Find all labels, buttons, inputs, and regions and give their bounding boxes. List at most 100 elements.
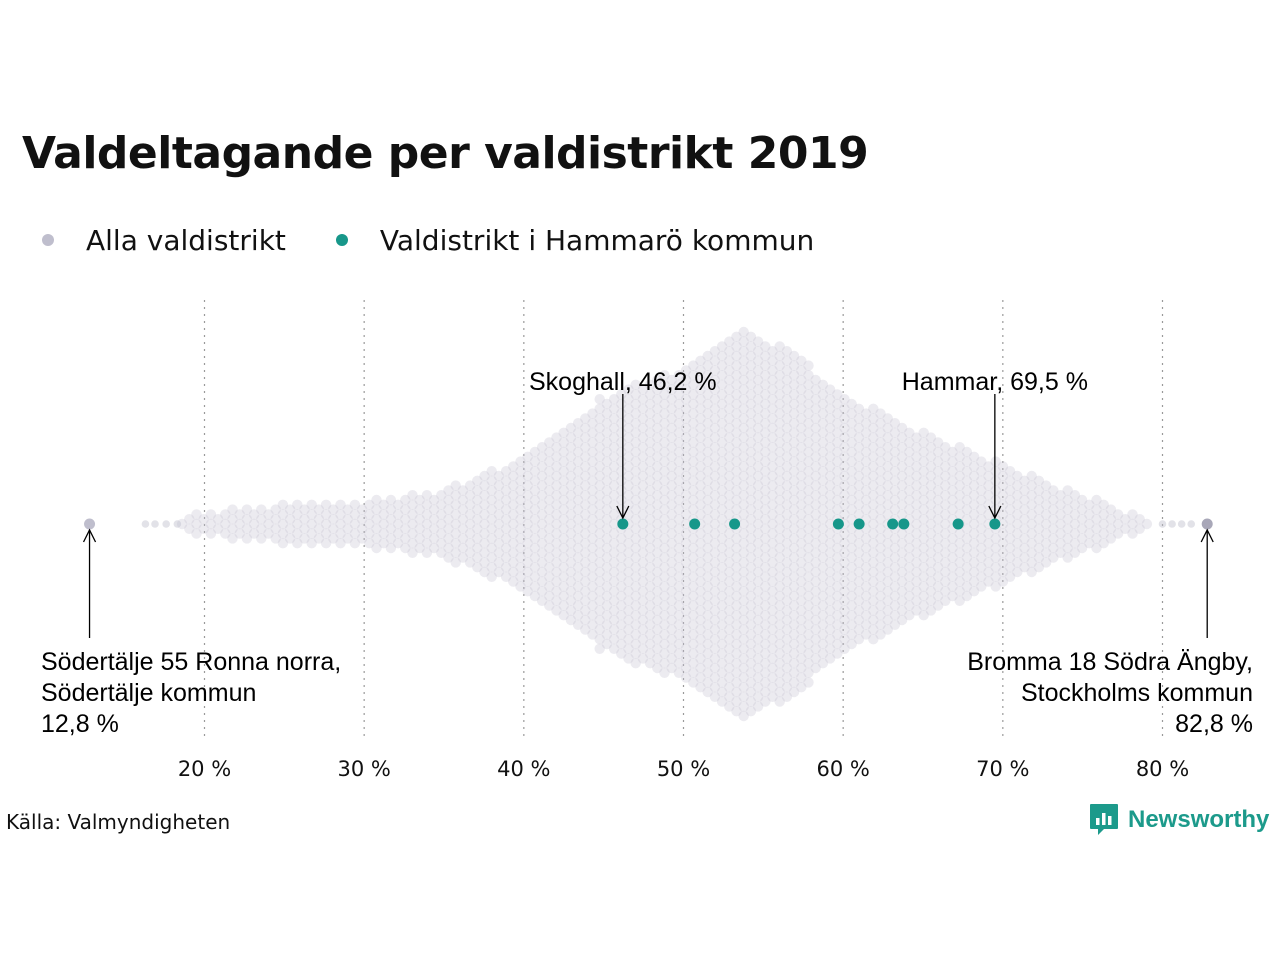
swarm-dot [666, 509, 677, 520]
swarm-dot [752, 634, 764, 645]
swarm-dot [781, 394, 793, 405]
swarm-dot [860, 466, 872, 477]
swarm-dot [788, 408, 800, 419]
swarm-dot [623, 499, 634, 510]
swarm-dot [889, 475, 901, 486]
swarm-dot [565, 518, 577, 530]
swarm-dot [450, 547, 461, 558]
swarm-dot [882, 576, 893, 587]
swarm-dot [983, 499, 994, 510]
outlier-dot [151, 520, 159, 528]
swarm-dot [644, 638, 656, 650]
swarm-dot [752, 538, 764, 549]
swarm-dot [709, 355, 721, 366]
swarm-dot [594, 394, 605, 405]
swarm-dot [745, 619, 757, 630]
swarm-dot [364, 538, 375, 549]
swarm-dot [817, 590, 829, 602]
swarm-dot [680, 432, 692, 443]
swarm-dot [472, 533, 483, 544]
swarm-dot [241, 533, 253, 544]
swarm-dot [551, 595, 562, 606]
swarm-dot [940, 528, 951, 539]
swarm-dot [594, 595, 605, 606]
swarm-dot [1019, 562, 1030, 573]
swarm-dot [601, 466, 613, 477]
swarm-dot [810, 451, 821, 462]
swarm-dot [436, 518, 447, 530]
swarm-dot [702, 456, 713, 467]
swarm-dot [788, 629, 800, 640]
swarm-dot [623, 422, 634, 434]
swarm-dot [925, 557, 937, 568]
swarm-dot [702, 677, 713, 688]
swarm-dot [680, 461, 692, 472]
swarm-dot [824, 499, 836, 510]
swarm-dot [544, 437, 555, 448]
swarm-dot [702, 590, 713, 602]
swarm-dot [860, 590, 872, 602]
swarm-dot [536, 442, 548, 453]
swarm-dot [688, 581, 699, 592]
swarm-dot [695, 413, 706, 424]
swarm-dot [594, 538, 605, 549]
swarm-dot [752, 461, 764, 472]
swarm-dot [630, 638, 641, 650]
swarm-dot [673, 514, 685, 525]
swarm-dot [824, 624, 836, 635]
swarm-dot [637, 643, 649, 654]
swarm-dot [659, 571, 670, 582]
swarm-dot [752, 691, 764, 702]
swarm-dot [709, 470, 721, 482]
swarm-dot [1012, 566, 1023, 578]
swarm-dot [1012, 470, 1023, 482]
swarm-dot [904, 581, 915, 592]
swarm-dot [932, 485, 944, 496]
swarm-dot [436, 538, 447, 549]
swarm-dot [724, 538, 735, 549]
swarm-dot [796, 634, 807, 645]
swarm-dot [673, 571, 685, 582]
swarm-dot [839, 509, 850, 520]
swarm-dot [479, 499, 490, 510]
swarm-dot [724, 595, 735, 606]
swarm-dot [673, 494, 685, 506]
swarm-dot [896, 538, 908, 549]
swarm-dot [817, 446, 829, 458]
swarm-dot [738, 566, 749, 578]
swarm-dot [875, 619, 886, 630]
swarm-dot [882, 490, 893, 501]
swarm-dot [709, 413, 721, 424]
swarm-dot [349, 528, 361, 539]
swarm-dot [364, 518, 375, 530]
swarm-dot [868, 595, 879, 606]
swarm-dot [709, 643, 721, 654]
swarm-dot [572, 418, 584, 429]
swarm-dot [788, 590, 800, 602]
swarm-dot [716, 542, 728, 554]
swarm-dot [745, 379, 757, 390]
swarm-dot [731, 648, 742, 659]
swarm-dot [889, 600, 901, 611]
swarm-dot [702, 446, 713, 458]
swarm-dot [824, 605, 836, 616]
swarm-dot [724, 403, 735, 414]
swarm-dot [666, 662, 677, 674]
swarm-dot [853, 480, 865, 491]
swarm-dot [443, 533, 454, 544]
swarm-dot [918, 562, 929, 573]
swarm-dot [536, 576, 548, 587]
swarm-dot [587, 542, 598, 554]
swarm-dot [227, 504, 238, 515]
legend-item-hammaro: Valdistrikt i Hammarö kommun [335, 224, 814, 257]
swarm-dot [781, 528, 793, 539]
swarm-dot [400, 542, 411, 554]
swarm-dot [558, 485, 569, 496]
x-tick-label: 60 % [816, 757, 869, 781]
swarm-dot [875, 533, 886, 544]
swarm-dot [443, 542, 454, 554]
swarm-dot [738, 701, 749, 712]
swarm-dot [882, 461, 893, 472]
swarm-dot [695, 586, 706, 597]
swarm-dot [803, 504, 814, 515]
